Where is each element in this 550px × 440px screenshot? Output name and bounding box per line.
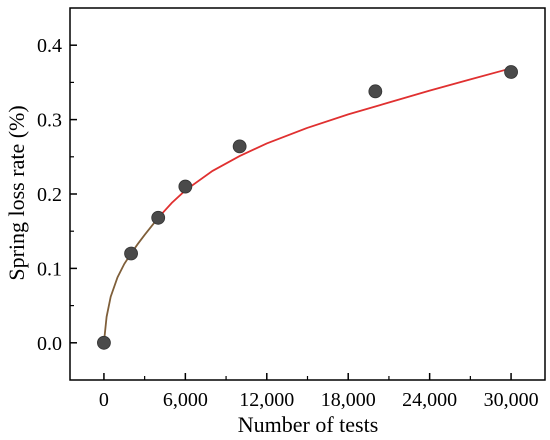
y-tick-label: 0.3 [37,110,62,132]
x-tick-label: 18,000 [321,389,376,411]
fit-curve [103,67,512,343]
data-points [97,65,518,350]
x-axis-title: Number of tests [238,412,379,437]
x-tick-label: 24,000 [402,389,457,411]
data-point [151,210,166,225]
y-tick-label: 0.0 [37,333,62,355]
y-axis-title: Spring loss rate (%) [4,105,29,280]
x-axis-ticks: 0 6,000 12,000 18,000 24,000 30,000 [99,373,539,411]
y-tick-label: 0.1 [37,258,62,280]
fit-curve-low-segment [103,217,159,343]
fit-curve-high-segment [157,67,512,219]
y-axis-ticks: 0.0 0.1 0.2 0.3 0.4 [37,35,77,355]
x-tick-label: 12,000 [239,389,294,411]
data-point [97,335,111,350]
x-tick-label: 6,000 [163,389,208,411]
data-point [124,246,138,261]
x-tick-label: 30,000 [484,389,539,411]
data-point [178,179,193,194]
data-point [232,139,247,154]
y-tick-label: 0.2 [37,184,62,206]
data-point [504,65,518,79]
data-point [368,84,383,99]
plot-frame [69,7,546,381]
y-tick-label: 0.4 [37,35,62,57]
x-tick-label: 0 [99,389,109,411]
axes [69,7,546,381]
